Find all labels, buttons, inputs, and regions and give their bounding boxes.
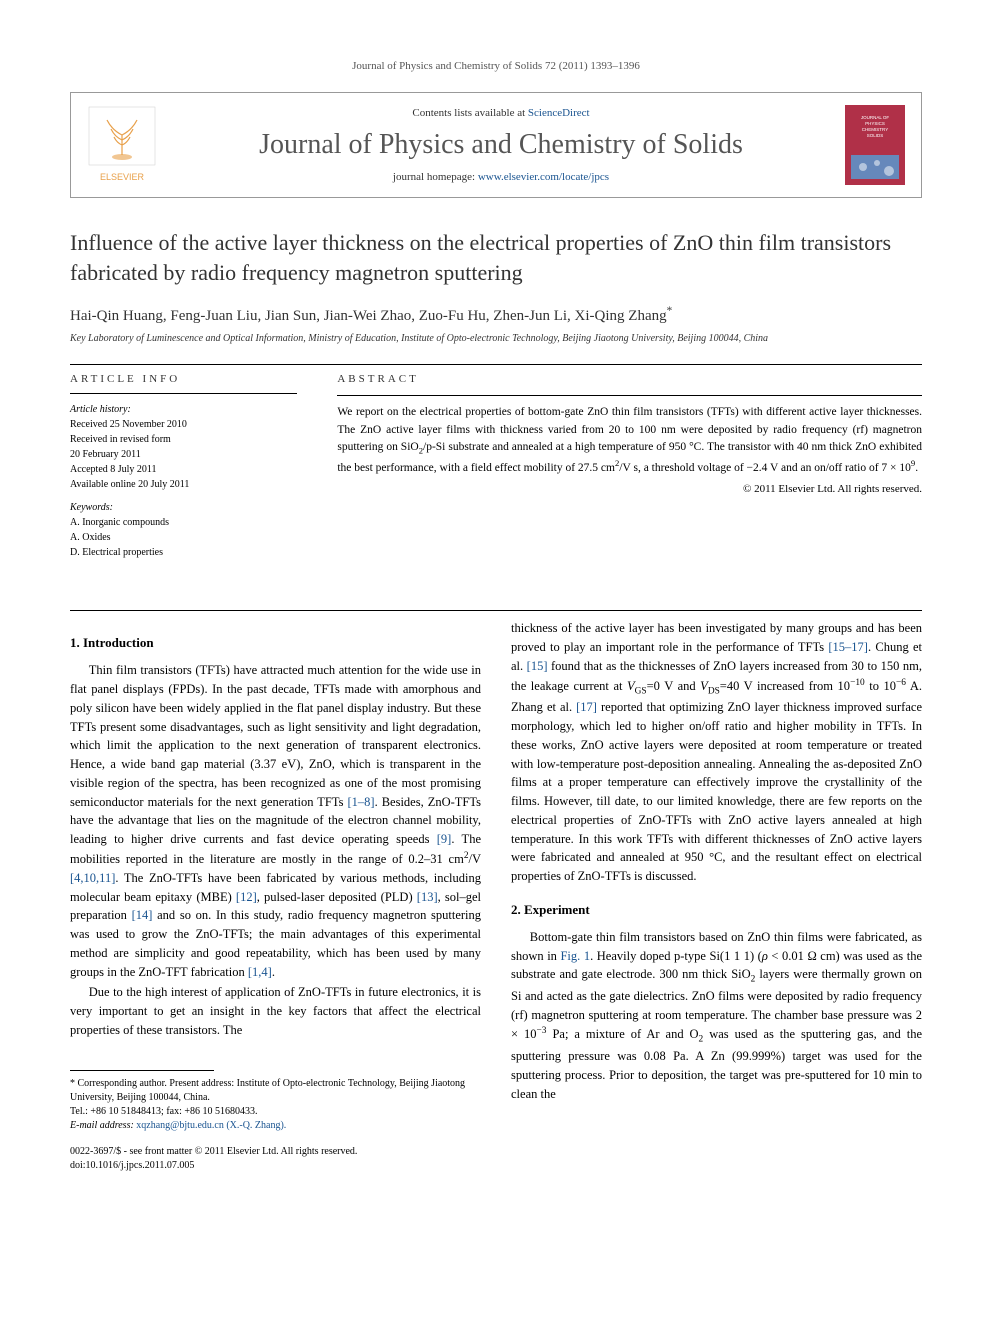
rule-info bbox=[70, 393, 297, 394]
article-info-heading: ARTICLE INFO bbox=[70, 373, 297, 385]
journal-cover-thumb: JOURNAL OF PHYSICS CHEMISTRY SOLIDS bbox=[845, 105, 905, 185]
affiliation: Key Laboratory of Luminescence and Optic… bbox=[70, 333, 922, 344]
doi-line: doi:10.1016/j.jpcs.2011.07.005 bbox=[70, 1159, 481, 1173]
svg-text:CHEMISTRY: CHEMISTRY bbox=[862, 127, 888, 132]
section-intro-heading: 1. Introduction bbox=[70, 635, 481, 651]
tel-footnote: Tel.: +86 10 51848413; fax: +86 10 51680… bbox=[70, 1105, 481, 1119]
revised-date-line: 20 February 2011 bbox=[70, 447, 297, 462]
revised-line: Received in revised form bbox=[70, 432, 297, 447]
history-label: Article history: bbox=[70, 404, 297, 415]
keyword-2: A. Oxides bbox=[70, 530, 297, 545]
section-exp-heading: 2. Experiment bbox=[511, 902, 922, 918]
homepage-prefix: journal homepage: bbox=[393, 171, 478, 183]
issn-line: 0022-3697/$ - see front matter © 2011 El… bbox=[70, 1145, 481, 1159]
sciencedirect-link[interactable]: ScienceDirect bbox=[528, 107, 590, 119]
svg-text:ELSEVIER: ELSEVIER bbox=[100, 172, 145, 182]
intro-para-3: thickness of the active layer has been i… bbox=[511, 619, 922, 885]
running-header: Journal of Physics and Chemistry of Soli… bbox=[70, 60, 922, 72]
author-list: Hai-Qin Huang, Feng-Juan Liu, Jian Sun, … bbox=[70, 305, 922, 325]
column-right: thickness of the active layer has been i… bbox=[511, 619, 922, 1172]
abstract-text: We report on the electrical properties o… bbox=[337, 404, 922, 477]
column-left: 1. Introduction Thin film transistors (T… bbox=[70, 619, 481, 1172]
doi-block: 0022-3697/$ - see front matter © 2011 El… bbox=[70, 1145, 481, 1173]
contents-prefix: Contents lists available at bbox=[412, 107, 527, 119]
email-link[interactable]: xqzhang@bjtu.edu.cn (X.-Q. Zhang). bbox=[136, 1120, 286, 1131]
accepted-line: Accepted 8 July 2011 bbox=[70, 462, 297, 477]
rule-abstract bbox=[337, 395, 922, 396]
footnote-separator bbox=[70, 1070, 214, 1071]
journal-masthead: ELSEVIER Contents lists available at Sci… bbox=[70, 92, 922, 198]
body-columns: 1. Introduction Thin film transistors (T… bbox=[70, 619, 922, 1172]
contents-line: Contents lists available at ScienceDirec… bbox=[173, 107, 829, 119]
journal-title: Journal of Physics and Chemistry of Soli… bbox=[173, 129, 829, 161]
intro-para-2: Due to the high interest of application … bbox=[70, 983, 481, 1039]
email-footnote: E-mail address: xqzhang@bjtu.edu.cn (X.-… bbox=[70, 1119, 481, 1133]
masthead-center: Contents lists available at ScienceDirec… bbox=[173, 107, 829, 183]
online-line: Available online 20 July 2011 bbox=[70, 477, 297, 492]
article-info: ARTICLE INFO Article history: Received 2… bbox=[70, 373, 297, 560]
svg-text:SOLIDS: SOLIDS bbox=[867, 133, 884, 138]
keywords-label: Keywords: bbox=[70, 502, 297, 513]
page: Journal of Physics and Chemistry of Soli… bbox=[0, 0, 992, 1233]
homepage-line: journal homepage: www.elsevier.com/locat… bbox=[173, 171, 829, 183]
keyword-3: D. Electrical properties bbox=[70, 545, 297, 560]
article-title: Influence of the active layer thickness … bbox=[70, 228, 922, 287]
email-label: E-mail address: bbox=[70, 1120, 134, 1131]
info-abstract-row: ARTICLE INFO Article history: Received 2… bbox=[70, 373, 922, 560]
corresponding-footnote: * Corresponding author. Present address:… bbox=[70, 1077, 481, 1105]
svg-text:JOURNAL OF: JOURNAL OF bbox=[861, 115, 890, 120]
intro-para-1: Thin film transistors (TFTs) have attrac… bbox=[70, 661, 481, 981]
abstract: ABSTRACT We report on the electrical pro… bbox=[337, 373, 922, 560]
keyword-1: A. Inorganic compounds bbox=[70, 515, 297, 530]
abstract-heading: ABSTRACT bbox=[337, 373, 922, 385]
corr-mark: * bbox=[667, 305, 673, 317]
homepage-link[interactable]: www.elsevier.com/locate/jpcs bbox=[478, 171, 609, 183]
exp-para-1: Bottom-gate thin film transistors based … bbox=[511, 928, 922, 1104]
authors-text: Hai-Qin Huang, Feng-Juan Liu, Jian Sun, … bbox=[70, 308, 667, 324]
abstract-copyright: © 2011 Elsevier Ltd. All rights reserved… bbox=[337, 483, 922, 495]
rule-top bbox=[70, 364, 922, 365]
svg-text:PHYSICS: PHYSICS bbox=[865, 121, 885, 126]
rule-bottom bbox=[70, 610, 922, 611]
elsevier-logo: ELSEVIER bbox=[87, 105, 157, 185]
received-line: Received 25 November 2010 bbox=[70, 417, 297, 432]
